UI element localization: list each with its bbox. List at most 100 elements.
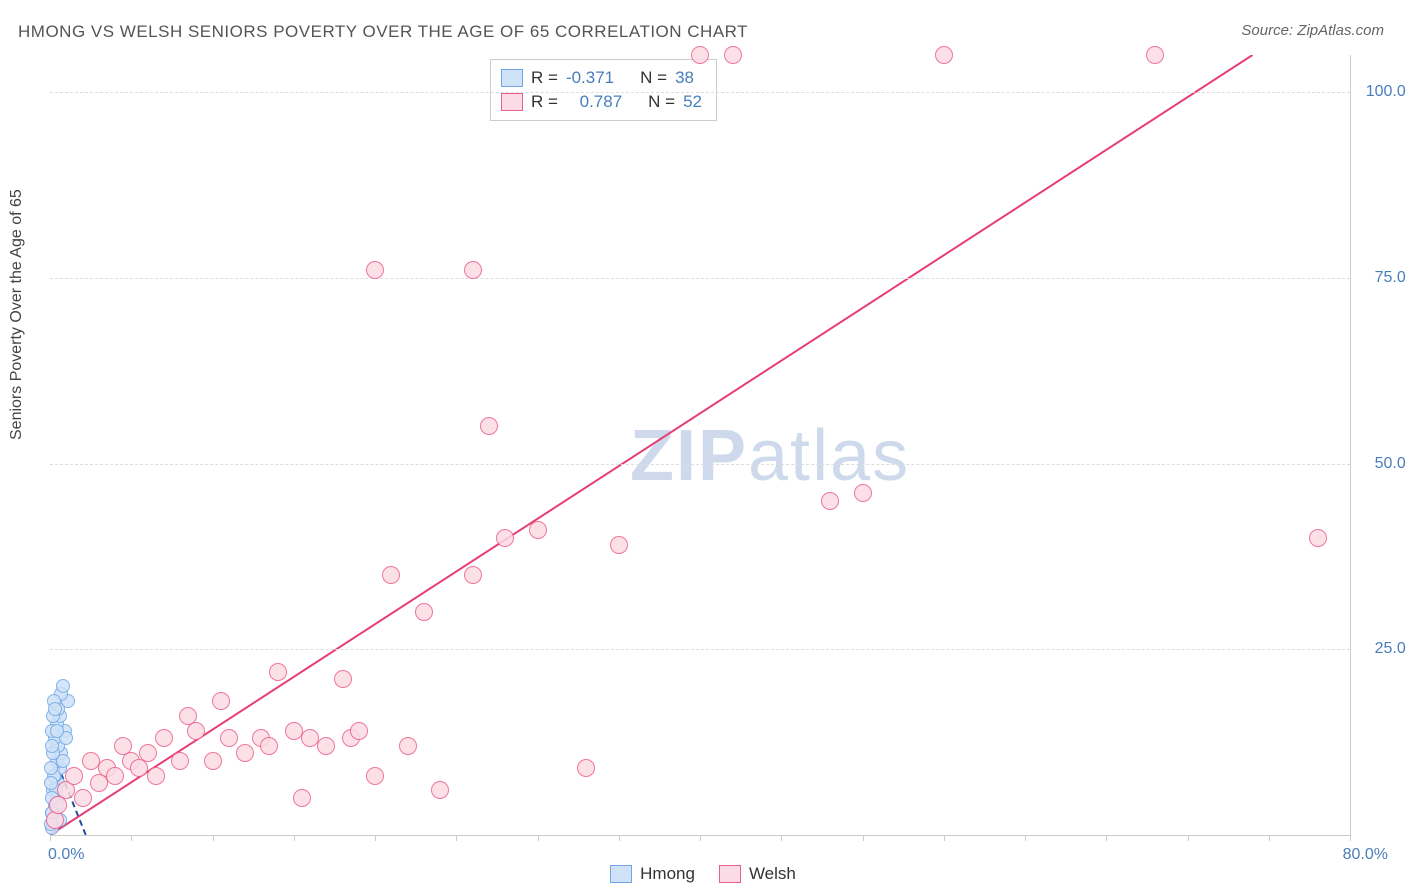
stats-row-welsh: R = -0.787 N = 52 — [501, 90, 702, 114]
series-legend: Hmong Welsh — [0, 864, 1406, 884]
y-tick-label: 100.0% — [1360, 83, 1406, 101]
x-tick — [538, 835, 539, 841]
data-point — [577, 759, 595, 777]
data-point — [464, 566, 482, 584]
gridline — [50, 92, 1350, 93]
data-point — [610, 536, 628, 554]
plot-area: ZIPatlas R = -0.371 N = 38 R = -0.787 N … — [50, 55, 1351, 836]
data-point — [44, 776, 58, 790]
data-point — [293, 789, 311, 807]
data-point — [212, 692, 230, 710]
data-point — [317, 737, 335, 755]
y-tick-label: 25.0% — [1360, 640, 1406, 658]
n-value-hmong: 38 — [675, 66, 694, 90]
data-point — [44, 761, 58, 775]
source-label: Source: — [1241, 22, 1297, 39]
data-point — [366, 767, 384, 785]
r-label: R = — [531, 90, 558, 114]
data-point — [724, 46, 742, 64]
data-point — [529, 521, 547, 539]
data-point — [334, 670, 352, 688]
data-point — [480, 417, 498, 435]
data-point — [236, 744, 254, 762]
stats-legend: R = -0.371 N = 38 R = -0.787 N = 52 — [490, 59, 717, 121]
y-tick-label: 75.0% — [1360, 269, 1406, 287]
gridline — [50, 278, 1350, 279]
r-value-hmong: -0.371 — [566, 66, 614, 90]
x-tick — [131, 835, 132, 841]
y-axis-label: Seniors Poverty Over the Age of 65 — [8, 189, 26, 440]
x-tick — [1025, 835, 1026, 841]
data-point — [187, 722, 205, 740]
gridline — [50, 464, 1350, 465]
data-point — [106, 767, 124, 785]
n-label: N = — [648, 90, 675, 114]
x-tick — [50, 835, 51, 841]
swatch-welsh — [501, 93, 523, 111]
data-point — [821, 492, 839, 510]
x-tick-0: 0.0% — [48, 846, 84, 864]
x-tick — [1106, 835, 1107, 841]
data-point — [50, 724, 64, 738]
data-point — [204, 752, 222, 770]
watermark: ZIPatlas — [630, 415, 910, 497]
data-point — [935, 46, 953, 64]
data-point — [171, 752, 189, 770]
data-point — [56, 679, 70, 693]
swatch-welsh-icon — [719, 865, 741, 883]
source-name: ZipAtlas.com — [1297, 22, 1384, 39]
x-tick — [863, 835, 864, 841]
legend-label-welsh: Welsh — [749, 864, 796, 884]
y-tick-label: 50.0% — [1360, 455, 1406, 473]
x-tick — [1188, 835, 1189, 841]
legend-label-hmong: Hmong — [640, 864, 695, 884]
x-tick — [944, 835, 945, 841]
x-tick-max: 80.0% — [1343, 846, 1388, 864]
data-point — [139, 744, 157, 762]
data-point — [431, 781, 449, 799]
x-tick — [700, 835, 701, 841]
n-value-welsh: 52 — [683, 90, 702, 114]
data-point — [1309, 529, 1327, 547]
data-point — [155, 729, 173, 747]
x-tick — [294, 835, 295, 841]
x-tick — [213, 835, 214, 841]
data-point — [464, 261, 482, 279]
watermark-bold: ZIP — [630, 416, 748, 496]
data-point — [366, 261, 384, 279]
data-point — [415, 603, 433, 621]
data-point — [382, 566, 400, 584]
swatch-hmong-icon — [610, 865, 632, 883]
legend-item-hmong: Hmong — [610, 864, 695, 884]
regression-lines — [50, 55, 1350, 835]
source-attribution: Source: ZipAtlas.com — [1241, 22, 1384, 39]
data-point — [269, 663, 287, 681]
data-point — [1146, 46, 1164, 64]
data-point — [854, 484, 872, 502]
x-tick — [781, 835, 782, 841]
stats-row-hmong: R = -0.371 N = 38 — [501, 66, 702, 90]
r-value-welsh: 0.787 — [580, 90, 623, 114]
n-label: N = — [640, 66, 667, 90]
x-tick — [375, 835, 376, 841]
data-point — [48, 702, 62, 716]
watermark-rest: atlas — [748, 416, 910, 496]
data-point — [65, 767, 83, 785]
data-point — [691, 46, 709, 64]
data-point — [399, 737, 417, 755]
data-point — [74, 789, 92, 807]
swatch-hmong — [501, 69, 523, 87]
r-label: R = — [531, 66, 558, 90]
x-tick — [456, 835, 457, 841]
data-point — [147, 767, 165, 785]
gridline — [50, 649, 1350, 650]
x-tick — [1269, 835, 1270, 841]
data-point — [45, 739, 59, 753]
data-point — [350, 722, 368, 740]
data-point — [260, 737, 278, 755]
data-point — [496, 529, 514, 547]
x-tick — [1350, 835, 1351, 841]
legend-item-welsh: Welsh — [719, 864, 796, 884]
regression-line — [50, 55, 1253, 835]
x-tick — [619, 835, 620, 841]
